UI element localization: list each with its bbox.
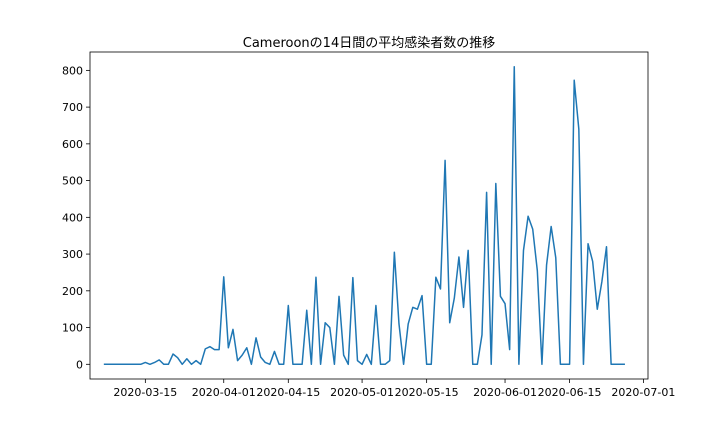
y-tick-label: 100	[62, 322, 83, 335]
x-tick-label: 2020-06-01	[473, 386, 537, 399]
y-tick-label: 0	[76, 358, 83, 371]
x-tick-label: 2020-06-15	[538, 386, 602, 399]
y-tick-label: 800	[62, 64, 83, 77]
x-tick-label: 2020-07-01	[611, 386, 675, 399]
plot-frame	[89, 51, 649, 380]
x-tick-label: 2020-04-15	[256, 386, 320, 399]
series-layer	[103, 65, 625, 366]
x-tick-label: 2020-04-01	[192, 386, 256, 399]
x-tick-label: 2020-03-15	[113, 386, 177, 399]
x-tick-label: 2020-05-15	[395, 386, 459, 399]
y-tick-label: 500	[62, 175, 83, 188]
chart-title: Cameroonの14日間の平均感染者数の推移	[243, 35, 495, 51]
y-tick-label: 400	[62, 211, 83, 224]
y-tick-label: 600	[62, 138, 83, 151]
y-axis: 0 100 200 300 400 500 600 700 800	[62, 64, 90, 371]
y-tick-label: 200	[62, 285, 83, 298]
x-tick-label: 2020-05-01	[330, 386, 394, 399]
series-line	[103, 65, 625, 366]
y-tick-label: 300	[62, 248, 83, 261]
y-tick-label: 700	[62, 101, 83, 114]
x-axis: 2020-03-15 2020-04-01 2020-04-15 2020-05-01…	[113, 379, 675, 399]
